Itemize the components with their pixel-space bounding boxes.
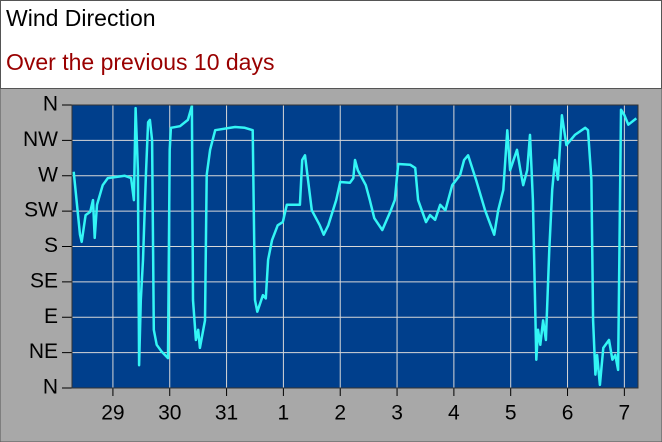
y-tick-label: N: [43, 93, 58, 116]
plot-border: [71, 104, 639, 389]
y-tick-label: S: [44, 234, 58, 257]
x-tick-label: 2: [334, 402, 346, 425]
y-tick-label: SE: [30, 269, 58, 292]
chart-title: Wind Direction: [6, 5, 156, 31]
x-tick-label: 1: [278, 402, 290, 425]
x-tick-label: 30: [158, 402, 181, 425]
x-tick-label: 6: [562, 402, 574, 425]
data-line: [72, 104, 638, 387]
x-tick-label: 3: [391, 402, 403, 425]
x-tick-label: 4: [448, 402, 460, 425]
y-tick-label: E: [44, 305, 58, 328]
x-tick-label: 31: [215, 402, 238, 425]
x-tick-label: 5: [505, 402, 517, 425]
y-tick-label: N: [43, 376, 58, 399]
y-tick-label: W: [38, 163, 58, 186]
y-tick-label: SW: [24, 199, 58, 222]
y-tick-label: NW: [23, 128, 58, 151]
x-tick-label: 7: [619, 402, 631, 425]
chart-subtitle: Over the previous 10 days: [6, 49, 274, 75]
y-tick-label: NE: [29, 340, 58, 363]
header: [0, 0, 662, 89]
x-tick-label: 29: [101, 402, 124, 425]
